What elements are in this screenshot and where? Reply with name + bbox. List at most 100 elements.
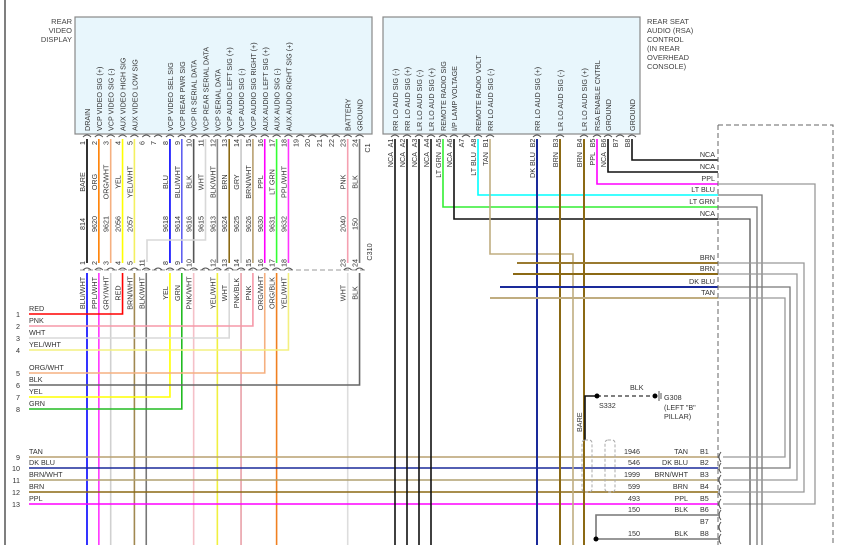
c1-terminal-6 xyxy=(141,134,151,138)
rsa-pin-number: B7 xyxy=(611,139,620,148)
splice-s332-dot xyxy=(594,393,600,399)
rsa-control-title: REAR SEAT xyxy=(647,17,689,26)
c1-pin-number: 21 xyxy=(315,139,324,147)
rsa-control-box xyxy=(382,16,641,135)
ground-location: (LEFT "B" xyxy=(664,403,696,412)
bottom-pin-id: B4 xyxy=(700,482,709,491)
c1-pin-number: 18 xyxy=(279,139,288,147)
drain-wire xyxy=(584,395,597,440)
rear-video-display-title: REAR xyxy=(51,17,72,26)
wire-color-label: GRY/WHT xyxy=(102,275,111,309)
c1-terminal-23 xyxy=(343,134,353,138)
harness-row-number: 4 xyxy=(16,346,20,355)
circuit-number-label: 9613 xyxy=(208,216,217,232)
harness-row-number: 1 xyxy=(16,310,20,319)
c310-pin-number: 11 xyxy=(137,259,146,266)
c1-pin-number: 16 xyxy=(256,139,265,147)
pin-function-label: VCP AUDIO SIG RIGHT (+) xyxy=(249,42,258,131)
wire-rsa-B6 xyxy=(607,139,718,173)
bottom-pin-id: B5 xyxy=(700,494,709,503)
c1-pin-number: 11 xyxy=(197,139,206,146)
rsa-pin-number: B5 xyxy=(588,139,597,148)
bottom-circuit-number: 1946 xyxy=(624,447,640,456)
route-nca xyxy=(718,218,751,545)
wire-color-label: YEL/WHT xyxy=(125,165,134,198)
c1-pin-number: 3 xyxy=(102,141,111,145)
c310-terminal xyxy=(236,267,246,271)
rsa-pin-number: B6 xyxy=(599,139,608,148)
c1-terminal-12 xyxy=(212,134,222,138)
wire-color-label: ORG/WHT xyxy=(256,275,265,310)
c310-terminal xyxy=(118,267,127,271)
bottom-pin-id: B6 xyxy=(700,505,709,514)
wire-color-label: BLK xyxy=(185,175,194,189)
c1-terminal-22 xyxy=(331,134,341,138)
rsa-pin-number: A4 xyxy=(422,139,431,148)
shield-outline xyxy=(604,439,616,493)
c310-terminal xyxy=(94,267,104,271)
c310-pin-number: 18 xyxy=(279,259,288,267)
harness-wire-color: RED xyxy=(29,304,44,313)
c310-pin-number: 3 xyxy=(102,261,111,265)
circuit-number-label: 9630 xyxy=(256,216,265,232)
circuit-number-label: 9624 xyxy=(220,216,229,232)
pin-function-label: AUX AUDIO LEFT SIG (+) xyxy=(261,47,270,131)
rsa-pin-number: A2 xyxy=(398,139,407,148)
bottom-wire-color: BLK xyxy=(674,505,688,514)
bottom-circuit-number: 150 xyxy=(628,529,640,538)
bottom-connector-terminal xyxy=(718,474,722,486)
c1-terminal-19 xyxy=(295,134,305,138)
c1-terminal-1 xyxy=(82,134,92,138)
pin-function-label: GROUND xyxy=(628,99,637,131)
rsa-pin-number: B2 xyxy=(528,139,537,148)
rsa-terminal-A1 xyxy=(390,134,400,138)
bottom-pin-id: B7 xyxy=(700,517,709,526)
wire-color-label: BRN/WHT xyxy=(244,165,253,199)
wire-color-label: BRN/WHT xyxy=(125,276,134,310)
rear-video-display-title: VIDEO xyxy=(49,26,73,35)
wire-c310-pin-4 xyxy=(29,273,124,315)
wire-rsa-B8 xyxy=(631,139,718,161)
wire-color-label: BLK xyxy=(351,175,360,189)
bottom-wire-color: PPL xyxy=(674,494,688,503)
c310-terminal xyxy=(82,267,92,271)
c1-pin-number: 24 xyxy=(351,139,360,147)
pin-function-label: DRAIN xyxy=(83,109,92,131)
rsa-pin-number: A8 xyxy=(469,139,478,148)
pin-function-label: AUX AUDIO RIGHT SIG (+) xyxy=(284,42,293,131)
bottom-circuit-number: 493 xyxy=(628,494,640,503)
c1-terminal-7 xyxy=(153,134,163,138)
c310-pin-number: 17 xyxy=(268,259,277,267)
c1-pin-number: 10 xyxy=(185,139,194,147)
rsa-pin-number: B1 xyxy=(481,139,490,148)
rsa-terminal-B6 xyxy=(603,134,613,138)
bottom-connector-terminal xyxy=(718,486,722,498)
wire-color-label: YEL xyxy=(161,286,170,300)
wire-color-label: DK BLU xyxy=(528,152,537,178)
wire-color-label: ORG xyxy=(90,173,99,190)
wire-color-label: GRY xyxy=(232,174,241,190)
ground-g308-dot xyxy=(652,393,658,399)
c310-terminal xyxy=(130,267,139,271)
wire-color-label: NCA xyxy=(422,152,431,167)
pin-function-label: VCP SERIAL DATA xyxy=(213,69,222,131)
wire-c310-pin-15 xyxy=(29,273,254,327)
c310-terminal xyxy=(272,267,281,271)
harness-row-number: 13 xyxy=(12,500,20,509)
pin-function-label: VCP REAR SERIAL DATA xyxy=(202,47,211,131)
rsa-terminal-A4 xyxy=(426,134,436,138)
c310-pin-number: 1 xyxy=(78,261,87,265)
wire-c310-pin-24 xyxy=(29,273,361,386)
wire-color-label: RED xyxy=(114,285,123,300)
c310-terminal xyxy=(284,267,293,271)
rsa-terminal-B5 xyxy=(592,134,602,138)
route-lt-blu xyxy=(718,194,763,545)
c1-terminal-21 xyxy=(319,134,329,138)
right-row-color-label: LT BLU xyxy=(691,185,715,194)
harness-row-number: 10 xyxy=(12,464,20,473)
wire-color-label: BRN xyxy=(575,152,584,167)
c1-pin-number: 9 xyxy=(173,141,182,145)
right-row-color-label: NCA xyxy=(700,209,715,218)
wire-rsa-A5 xyxy=(442,139,718,208)
